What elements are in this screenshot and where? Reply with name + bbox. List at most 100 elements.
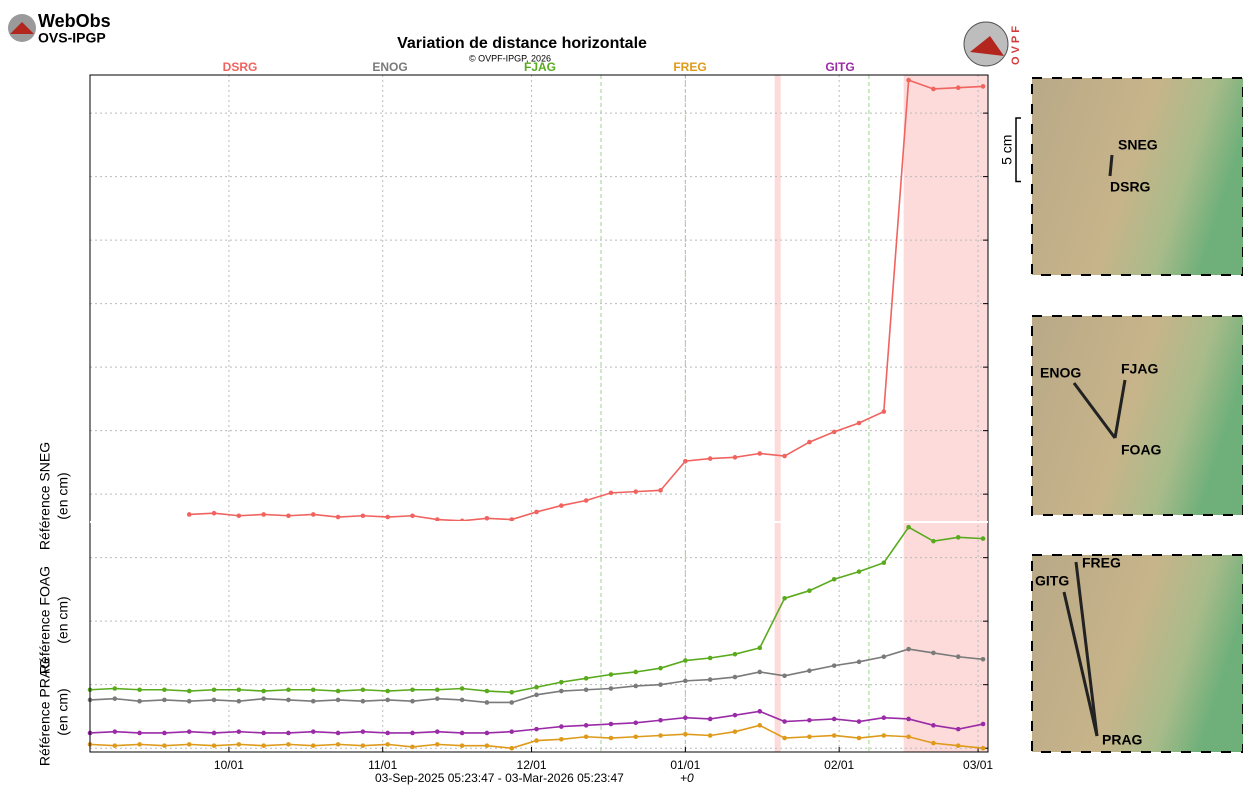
y-axis-label: Référence PRAG — [37, 658, 53, 766]
data-point — [733, 729, 738, 734]
data-point — [683, 732, 688, 737]
data-point — [906, 525, 911, 530]
data-point — [931, 651, 936, 656]
data-point — [435, 687, 440, 692]
data-point — [162, 743, 167, 748]
map-image — [1032, 78, 1243, 275]
x-tick-label: 10/01 — [214, 758, 244, 772]
data-point — [534, 685, 539, 690]
data-point — [757, 646, 762, 651]
data-point — [336, 515, 341, 520]
data-point — [336, 689, 341, 694]
data-point — [782, 673, 787, 678]
data-point — [683, 679, 688, 684]
data-point — [237, 513, 242, 518]
data-point — [757, 709, 762, 714]
data-point — [212, 743, 217, 748]
data-point — [460, 731, 465, 736]
data-point — [113, 686, 118, 691]
data-point — [311, 729, 316, 734]
data-point — [311, 743, 316, 748]
data-point — [559, 724, 564, 729]
data-point — [609, 736, 614, 741]
data-point — [832, 733, 837, 738]
station-label: GITG — [1035, 573, 1069, 589]
data-point — [633, 489, 638, 494]
legend-label: DSRG — [223, 60, 258, 74]
data-point — [113, 729, 118, 734]
x-tick-label: 02/01 — [824, 758, 854, 772]
data-point — [956, 85, 961, 90]
data-point — [212, 687, 217, 692]
data-point — [410, 745, 415, 750]
data-point — [286, 731, 291, 736]
data-point — [187, 512, 192, 517]
data-point — [683, 715, 688, 720]
x-axis-label: 03-Sep-2025 05:23:47 - 03-Mar-2026 05:23… — [375, 771, 624, 785]
data-point — [584, 687, 589, 692]
data-point — [633, 684, 638, 689]
data-point — [857, 660, 862, 665]
data-point — [435, 729, 440, 734]
data-point — [311, 699, 316, 704]
data-point — [633, 734, 638, 739]
data-point — [782, 736, 787, 741]
data-point — [534, 727, 539, 732]
baseline — [1110, 155, 1112, 176]
x-axis-label-suffix: +0 — [680, 771, 694, 785]
data-point — [981, 536, 986, 541]
y-axis-unit: (en cm) — [55, 688, 71, 735]
data-point — [733, 652, 738, 657]
data-point — [658, 682, 663, 687]
data-point — [633, 670, 638, 675]
data-point — [857, 421, 862, 426]
data-point — [509, 690, 514, 695]
data-point — [832, 430, 837, 435]
data-point — [311, 512, 316, 517]
data-point — [708, 656, 713, 661]
data-point — [658, 718, 663, 723]
x-tick-label: 11/01 — [368, 758, 397, 772]
data-point — [187, 699, 192, 704]
data-point — [609, 686, 614, 691]
data-point — [882, 654, 887, 659]
logo-right-text: OVPF — [1010, 23, 1022, 65]
data-point — [261, 689, 266, 694]
data-point — [708, 733, 713, 738]
data-point — [658, 488, 663, 493]
data-point — [162, 698, 167, 703]
data-point — [385, 742, 390, 747]
x-tick-label: 12/01 — [517, 758, 547, 772]
data-point — [658, 733, 663, 738]
data-point — [385, 689, 390, 694]
data-point — [956, 535, 961, 540]
data-point — [584, 498, 589, 503]
data-point — [658, 666, 663, 671]
map-image — [1032, 316, 1243, 515]
data-point — [956, 654, 961, 659]
data-point — [832, 717, 837, 722]
data-point — [534, 738, 539, 743]
data-point — [981, 84, 986, 89]
data-point — [559, 503, 564, 508]
data-point — [882, 715, 887, 720]
data-point — [708, 717, 713, 722]
data-point — [733, 455, 738, 460]
data-point — [757, 723, 762, 728]
data-point — [757, 670, 762, 675]
legend-label: ENOG — [372, 60, 407, 74]
data-point — [956, 743, 961, 748]
data-point — [906, 78, 911, 83]
y-axis-unit: (en cm) — [55, 596, 71, 643]
data-point — [113, 696, 118, 701]
map: SNEG DSRG — [1032, 78, 1243, 275]
data-point — [212, 511, 217, 516]
series-line — [189, 80, 983, 521]
station-label: DSRG — [1110, 179, 1151, 195]
data-point — [609, 722, 614, 727]
plot-frame — [90, 75, 988, 752]
data-point — [782, 719, 787, 724]
data-point — [733, 713, 738, 718]
data-point — [857, 736, 862, 741]
data-point — [162, 731, 167, 736]
